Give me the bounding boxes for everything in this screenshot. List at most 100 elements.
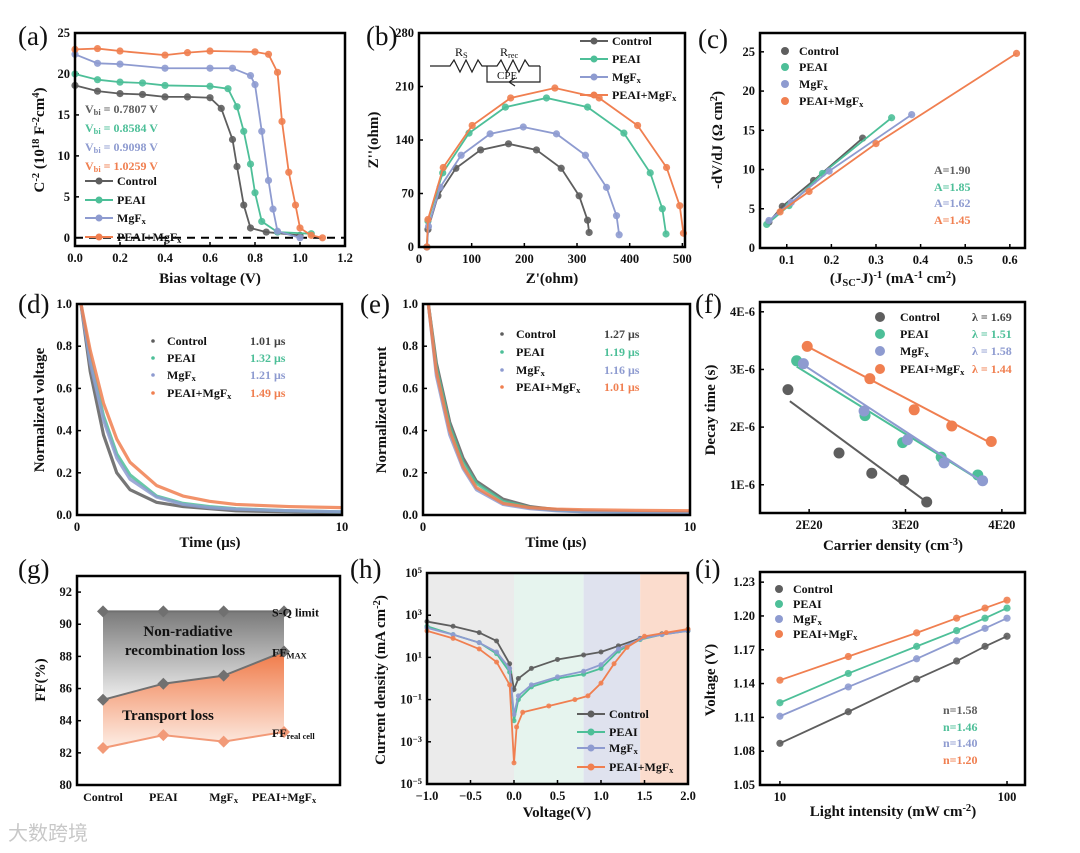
shaded-region <box>640 573 688 784</box>
annotation: n=1.58 <box>943 703 978 717</box>
region-label: Transport loss <box>122 708 214 724</box>
series-curve <box>79 303 343 514</box>
x-tick-label: 100 <box>462 252 481 266</box>
series-line <box>779 599 1008 682</box>
data-point <box>1003 596 1011 604</box>
data-point <box>615 646 621 652</box>
data-point <box>953 614 961 622</box>
data-point <box>494 638 500 644</box>
data-point <box>981 642 989 650</box>
legend-value: λ = 1.69 <box>972 310 1012 324</box>
y-axis-title: Voltage (V) <box>703 644 719 716</box>
legend-marker <box>590 37 598 45</box>
x-tick-label: 10 <box>774 790 787 804</box>
data-point <box>981 604 989 612</box>
panel-label: (g) <box>18 554 49 584</box>
panel-label: (e) <box>360 289 390 319</box>
series-line <box>102 650 285 701</box>
x-axis-title: Time (μs) <box>525 535 586 551</box>
y-tick-label: 10−5 <box>400 776 422 791</box>
y-tick-label: 0 <box>749 241 755 255</box>
data-point <box>515 676 521 681</box>
x-axis-title: Bias voltage (V) <box>159 271 261 287</box>
x-tick-label: 0.0 <box>67 251 83 265</box>
plot-frame <box>73 31 347 248</box>
data-point <box>908 404 920 416</box>
x-tick-label: 500 <box>673 252 692 266</box>
y-tick-label: 0.8 <box>402 339 418 353</box>
data-point <box>206 82 214 90</box>
legend-marker <box>587 728 595 736</box>
data-point <box>866 467 878 479</box>
y-tick-label: 0.0 <box>402 508 418 522</box>
legend-label: PEAI+MgFx <box>793 627 858 642</box>
data-point <box>642 633 647 639</box>
data-point <box>504 140 513 148</box>
series-line <box>779 617 1008 718</box>
data-point <box>476 630 482 636</box>
data-point <box>1012 49 1021 58</box>
legend-marker <box>151 356 155 360</box>
y-tick-label: 70 <box>402 187 415 201</box>
legend-marker <box>500 368 504 372</box>
data-point <box>93 76 102 84</box>
y-tick-label: 3E-6 <box>730 362 755 376</box>
data-point <box>269 205 277 213</box>
data-point <box>507 661 513 667</box>
x-tick-label: 4E20 <box>988 518 1015 532</box>
legend-label: PEAI <box>612 52 641 66</box>
legend-marker <box>775 600 783 608</box>
data-point <box>476 640 482 646</box>
data-point <box>161 51 169 59</box>
data-point <box>583 216 592 224</box>
data-point <box>921 496 933 508</box>
data-point <box>116 60 124 68</box>
data-point <box>246 224 255 232</box>
fit-line <box>789 400 928 503</box>
data-point <box>251 189 259 197</box>
y-tick-label: 0.8 <box>56 339 72 353</box>
fit-line <box>802 364 984 483</box>
data-point <box>913 655 921 663</box>
y-tick-label: 0.4 <box>402 424 418 438</box>
legend-label: Control <box>799 44 839 58</box>
legend-label: PEAI+MgFx <box>900 362 965 377</box>
data-point <box>833 447 845 459</box>
annotation: n=1.20 <box>943 753 978 767</box>
diamond-marker <box>217 605 230 618</box>
panel-i <box>758 570 1027 787</box>
legend-label: MgFx <box>516 363 546 378</box>
data-point <box>581 151 590 159</box>
data-point <box>585 228 593 237</box>
transport-loss-area <box>103 651 284 749</box>
x-tick-label: 0.6 <box>202 251 218 265</box>
x-axis-title: Light intensity (mW cm-2) <box>810 803 976 820</box>
data-point <box>551 84 559 92</box>
panel-e <box>421 302 692 517</box>
data-point <box>575 192 583 200</box>
equivalent-circuit-icon <box>430 58 541 87</box>
data-point <box>953 627 961 635</box>
data-point <box>258 217 266 226</box>
y-tick-label: 20 <box>743 84 756 98</box>
data-point <box>633 121 642 130</box>
data-point <box>183 93 192 101</box>
series-line <box>426 126 621 248</box>
diamond-marker <box>157 729 170 742</box>
watermark: 大数跨境 <box>8 821 88 845</box>
y-tick-label: 0.2 <box>402 466 418 480</box>
data-point <box>307 231 315 239</box>
diamond-marker <box>157 605 170 618</box>
series-label: S-Q limit <box>272 605 319 619</box>
legend-label: Control <box>117 174 157 188</box>
y-tick-label: 0 <box>408 240 414 254</box>
data-point <box>224 85 232 93</box>
plot-frame <box>425 571 690 786</box>
data-point <box>285 168 293 176</box>
x-axis-title: (JSC-J)-1 (mA-1 cm2) <box>830 270 956 289</box>
series-line <box>779 52 1018 213</box>
x-tick-label: −1.0 <box>416 789 439 803</box>
y-tick-label: 10−1 <box>400 692 422 707</box>
y-tick-label: 4E-6 <box>730 305 755 319</box>
legend-marker <box>95 233 103 241</box>
